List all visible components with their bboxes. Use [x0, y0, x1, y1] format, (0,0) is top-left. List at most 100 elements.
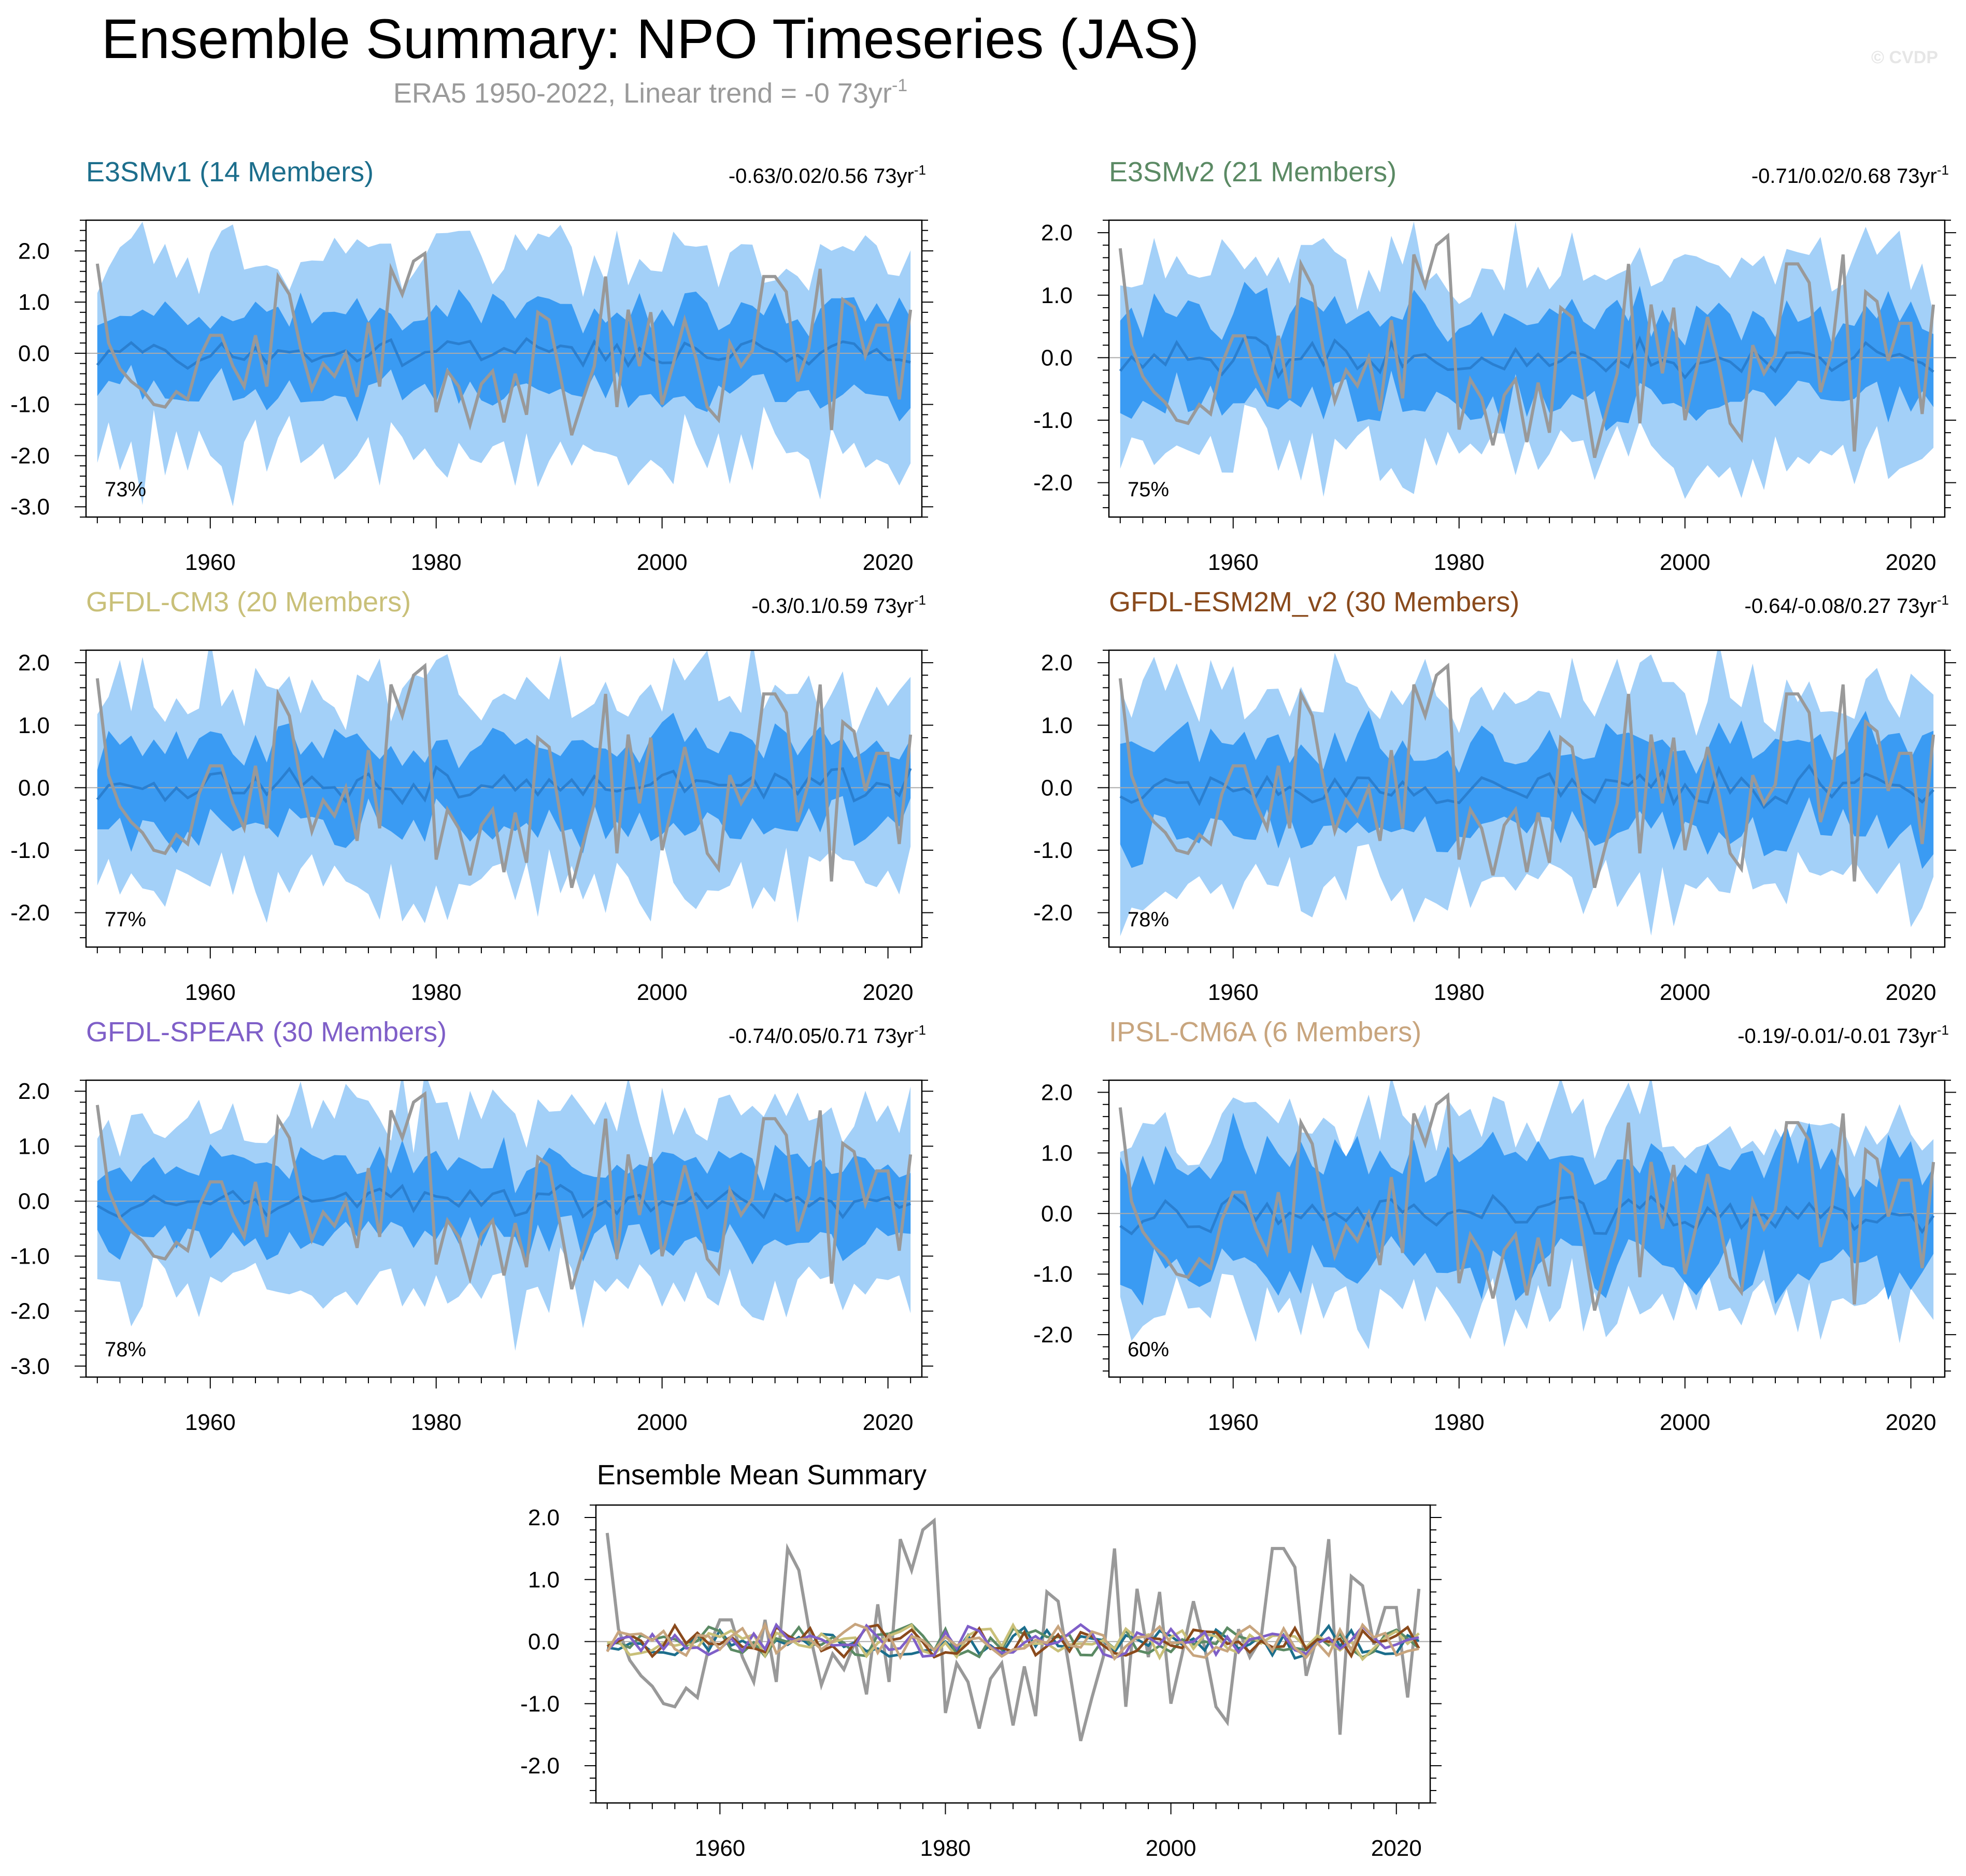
ensemble-mean-line — [96, 1183, 911, 1220]
x-tick-label: 1980 — [411, 1410, 462, 1435]
model-mean-line-6 — [606, 1621, 1419, 1662]
model-mean-line-5 — [606, 1622, 1419, 1659]
x-tick-label: 2020 — [863, 980, 914, 1005]
observed-line — [95, 663, 913, 889]
x-tick-label: 1960 — [1208, 550, 1259, 575]
ensemble-mean-line — [1119, 764, 1935, 809]
y-tick-label: -1.0 — [1033, 1262, 1073, 1287]
y-tick-label: 2.0 — [1041, 1080, 1073, 1105]
summary-title: Ensemble Mean Summary — [597, 1459, 927, 1491]
x-tick-label: 2020 — [1886, 550, 1936, 575]
y-tick-label: -2.0 — [1033, 470, 1073, 496]
inner-range-band — [97, 289, 911, 422]
y-tick-label: 2.0 — [1041, 650, 1073, 676]
panel-trend-stats: -0.64/-0.08/0.27 73yr-1 — [1745, 592, 1949, 618]
y-tick-label: 2.0 — [18, 650, 50, 676]
x-tick-label: 1960 — [185, 1410, 236, 1435]
y-tick-label: 0.0 — [1041, 345, 1073, 370]
y-tick-label: -1.0 — [10, 838, 50, 863]
x-tick-label: 1980 — [1434, 980, 1485, 1005]
y-tick-label: 0.0 — [528, 1629, 560, 1655]
y-tick-label: -2.0 — [10, 900, 50, 926]
y-tick-label: -2.0 — [1033, 900, 1073, 926]
panel-trend-stats: -0.3/0.1/0.59 73yr-1 — [751, 592, 926, 618]
x-tick-label: 1980 — [411, 980, 462, 1005]
panel-percent-label: 77% — [105, 908, 146, 931]
ensemble-mean-line — [96, 337, 911, 370]
y-tick-label: 2.0 — [528, 1505, 560, 1530]
ensemble-mean-line — [1119, 335, 1934, 380]
trend-sup: -1 — [1937, 162, 1949, 178]
panel-trend-stats: -0.71/0.02/0.68 73yr-1 — [1751, 162, 1949, 188]
trend-text: -0.63/0.02/0.56 73yr — [729, 165, 914, 188]
plot-area — [1109, 221, 1945, 499]
panel-trend-stats: -0.63/0.02/0.56 73yr-1 — [729, 162, 926, 188]
y-tick-label: 1.0 — [18, 713, 50, 738]
panel-title: GFDL-ESM2M_v2 (30 Members) — [1109, 586, 1519, 618]
observed-line — [1118, 1092, 1935, 1311]
observed-line — [605, 1517, 1421, 1741]
panel-7: 2.0 1.0 0.0 -1.0 -2.0 1960 1980 2000 2020 Ensembl… — [520, 1459, 1442, 1861]
x-tick-label: 1980 — [1434, 1410, 1485, 1435]
trend-text: -0.74/0.05/0.71 73yr — [729, 1025, 914, 1048]
panel-trend-stats: -0.74/0.05/0.71 73yr-1 — [729, 1022, 926, 1048]
y-tick-label: 0.0 — [1041, 1201, 1073, 1226]
panel-title: E3SMv1 (14 Members) — [86, 156, 374, 188]
y-tick-label: 2.0 — [1041, 220, 1073, 246]
y-tick-label: -1.0 — [520, 1691, 560, 1716]
plot-area — [1109, 1080, 1945, 1350]
panel-title: GFDL-SPEAR (30 Members) — [86, 1016, 447, 1048]
y-tick-label: 0.0 — [18, 775, 50, 800]
x-tick-label: 2000 — [1660, 980, 1711, 1005]
ensemble-mean-line — [96, 765, 912, 806]
x-tick-label: 2000 — [637, 550, 688, 575]
plot-area — [1109, 650, 1945, 936]
trend-text: -0.64/-0.08/0.27 73yr — [1745, 595, 1937, 618]
x-tick-label: 1960 — [185, 980, 236, 1005]
x-tick-label: 2000 — [637, 1410, 688, 1435]
y-tick-label: -1.0 — [1033, 408, 1073, 433]
plot-area — [596, 1517, 1430, 1741]
panel-3: 2.0 1.0 0.0 -1.0 -2.0 1960 1980 2000 2020 GFDL-CM… — [10, 586, 933, 1005]
inner-range-band — [1120, 1112, 1934, 1306]
x-tick-label: 1980 — [1434, 550, 1485, 575]
figure-subtitle-text: ERA5 1950-2022, Linear trend = -0 73yr — [393, 78, 892, 109]
cvdp-watermark: © CVDP — [1871, 48, 1938, 67]
y-tick-label: -1.0 — [1033, 838, 1073, 863]
panel-percent-label: 60% — [1128, 1338, 1169, 1361]
x-tick-label: 2020 — [1886, 1410, 1936, 1435]
x-tick-label: 1980 — [920, 1836, 971, 1861]
panel-title: GFDL-CM3 (20 Members) — [86, 586, 411, 618]
trend-text: -0.19/-0.01/-0.01 73yr — [1737, 1025, 1937, 1048]
x-tick-label: 1960 — [185, 550, 236, 575]
figure-title: Ensemble Summary: NPO Timeseries (JAS) — [102, 7, 1200, 70]
panel-4: 2.0 1.0 0.0 -1.0 -2.0 1960 1980 2000 2020 GFDL-ES… — [1033, 586, 1956, 1005]
y-tick-label: 1.0 — [18, 290, 50, 315]
panel-2: 2.0 1.0 0.0 -1.0 -2.0 1960 1980 2000 2020 E3SMv2 … — [1033, 156, 1956, 575]
inner-range-band — [97, 712, 911, 854]
y-tick-label: 0.0 — [1041, 775, 1073, 800]
figure-subtitle-sup: -1 — [892, 76, 907, 95]
ensemble-mean-line — [1119, 1193, 1935, 1236]
plot-area — [86, 1080, 922, 1351]
y-tick-label: -2.0 — [10, 1299, 50, 1324]
trend-sup: -1 — [1937, 1022, 1949, 1038]
panel-percent-label: 75% — [1128, 478, 1169, 501]
plot-area — [86, 650, 922, 923]
y-tick-label: 2.0 — [18, 238, 50, 264]
y-tick-label: -2.0 — [520, 1753, 560, 1779]
x-tick-label: 2020 — [863, 1410, 914, 1435]
panel-percent-label: 78% — [1128, 908, 1169, 931]
x-tick-label: 2000 — [1146, 1836, 1196, 1861]
x-tick-label: 2000 — [1660, 1410, 1711, 1435]
trend-sup: -1 — [1937, 592, 1949, 608]
x-tick-label: 1960 — [1208, 1410, 1259, 1435]
y-tick-label: 1.0 — [528, 1567, 560, 1593]
y-tick-label: 0.0 — [18, 1188, 50, 1214]
figure-subtitle: ERA5 1950-2022, Linear trend = -0 73yr-1 — [393, 76, 907, 109]
plot-area — [86, 222, 922, 507]
panels: 2.0 1.0 0.0 -1.0 -2.0 -3.0 1960 1980 2000 2020 E3S… — [10, 156, 1956, 1861]
x-tick-label: 1960 — [694, 1836, 745, 1861]
y-tick-label: -1.0 — [10, 1244, 50, 1269]
